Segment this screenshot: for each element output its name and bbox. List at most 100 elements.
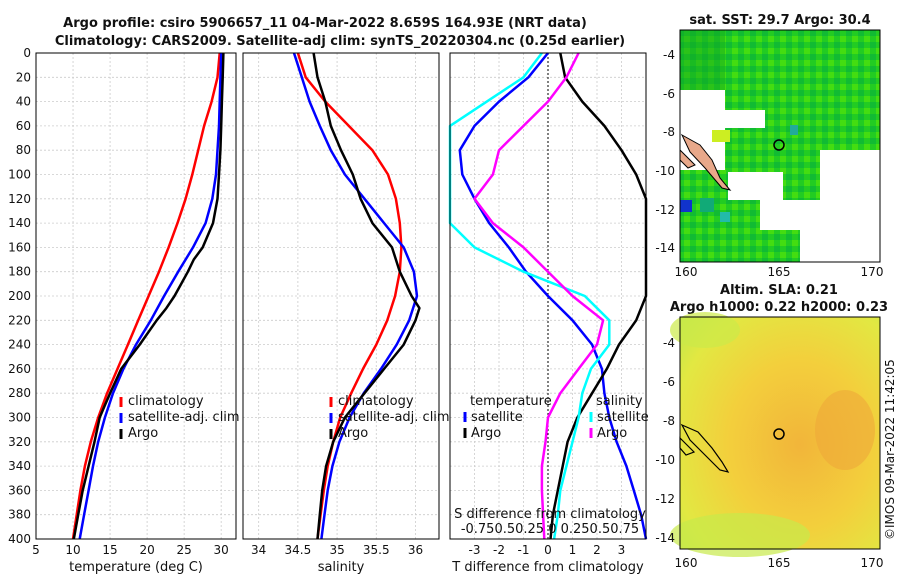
depth-tick-label: 380 (8, 508, 31, 522)
x-tick-label: 30 (214, 543, 229, 557)
sst-patch (680, 30, 725, 100)
copyright-text: ©IMOS 09-Mar-2022 11:42:05 (883, 359, 897, 540)
legend-clim-label: climatology (128, 394, 204, 409)
s-difference-ticks: -0.750.50.25 0 0.250.50.75 (461, 522, 639, 537)
x-tick-label: 34.5 (285, 543, 312, 557)
sla-map (670, 312, 881, 557)
sla-ytick: -4 (663, 336, 675, 350)
difference-legend: temperature satellite Argo salinity sate… (463, 394, 649, 441)
sst-missing-area (820, 150, 880, 205)
x-tick-label: 0 (544, 543, 552, 557)
sla-title1: Altim. SLA: 0.21 (720, 283, 838, 298)
x-tick-label: 10 (65, 543, 80, 557)
s-difference-label: S difference from climatology (454, 507, 646, 522)
series-line (458, 52, 648, 540)
sst-cool-pixel (680, 200, 692, 212)
x-tick-label: 36 (408, 543, 423, 557)
sst-ytick: -6 (663, 87, 675, 101)
temperature-legend: climatology satellite-adj. clim Argo (119, 394, 240, 441)
depth-tick-label: 20 (16, 70, 31, 84)
sst-warm-pixel (712, 130, 730, 142)
x-tick-label: -3 (469, 543, 481, 557)
sst-ytick: -12 (655, 203, 675, 217)
legend-salinity-title: salinity (596, 394, 643, 409)
sst-xtick: 165 (768, 265, 791, 279)
depth-tick-label: 340 (8, 459, 31, 473)
sla-ticks: 160 165 170 -4 -6 -8 -10 -12 -14 (655, 336, 883, 570)
sst-map (679, 29, 881, 263)
depth-tick-label: 120 (8, 192, 31, 206)
sst-missing-area (728, 172, 783, 200)
series-line (72, 52, 225, 540)
legend-argo-label: Argo (338, 426, 368, 441)
sla-ytick: -10 (655, 453, 675, 467)
series-line (78, 52, 223, 540)
sst-ytick: -4 (663, 48, 675, 62)
temperature-panel: 5 10 15 20 25 30 (32, 52, 237, 557)
sst-xtick: 160 (675, 265, 698, 279)
sla-ytick: -8 (663, 414, 675, 428)
legend-sat-label: satellite-adj. clim (338, 410, 450, 425)
depth-tick-label: 140 (8, 216, 31, 230)
x-tick-label: 35 (329, 543, 344, 557)
legend-argo-label: Argo (128, 426, 158, 441)
depth-tick-label: 80 (16, 143, 31, 157)
island-shape (680, 133, 732, 191)
sla-ytick: -12 (655, 492, 675, 506)
legend-t-argo-label: Argo (471, 426, 501, 441)
depth-tick-label: 200 (8, 289, 31, 303)
sla-low-patch (670, 312, 740, 348)
series-line (473, 52, 605, 540)
salinity-legend: climatology satellite-adj. clim Argo (329, 394, 450, 441)
depth-tick-label: 360 (8, 483, 31, 497)
argo-position-marker (773, 428, 785, 440)
salinity-panel: 34 34.5 35 35.5 36 (242, 52, 440, 557)
salinity-xlabel: salinity (318, 560, 365, 575)
depth-tick-label: 280 (8, 386, 31, 400)
sst-cool-pixel (790, 125, 798, 135)
panel-frame (35, 52, 237, 540)
legend-s-sat-label: satellite (597, 410, 649, 425)
argo-position-marker (773, 139, 785, 151)
panel-frame (242, 52, 440, 540)
sst-frame (679, 29, 881, 263)
sla-xtick: 165 (768, 556, 791, 570)
depth-tick-label: 320 (8, 435, 31, 449)
legend-s-argo-label: Argo (597, 426, 627, 441)
depth-tick-label: 400 (8, 532, 31, 546)
depth-tick-label: 220 (8, 313, 31, 327)
depth-tick-label: 260 (8, 362, 31, 376)
island-outline (680, 423, 730, 473)
series-line (296, 52, 403, 540)
legend-temperature-title: temperature (470, 394, 552, 409)
x-tick-label: -2 (493, 543, 505, 557)
title-line1: Argo profile: csiro 5906657_11 04-Mar-20… (63, 16, 587, 31)
legend-clim-label: climatology (338, 394, 414, 409)
series-line (312, 52, 421, 540)
x-tick-label: -1 (518, 543, 530, 557)
sla-ytick: -14 (655, 531, 675, 545)
depth-tick-label: 0 (23, 46, 31, 60)
depth-tick-label: 40 (16, 95, 31, 109)
legend-t-sat-label: satellite (471, 410, 523, 425)
sla-low-patch (670, 513, 810, 557)
sla-frame (679, 316, 881, 550)
difference-xlabel: T difference from climatology (451, 560, 644, 575)
x-tick-label: 5 (32, 543, 40, 557)
sla-xtick: 160 (675, 556, 698, 570)
sst-missing-area (800, 230, 880, 262)
depth-tick-label: 160 (8, 240, 31, 254)
sst-xtick: 170 (861, 265, 884, 279)
depth-tick-label: 60 (16, 119, 31, 133)
panel-frame (449, 52, 647, 540)
sst-cool-pixel (700, 198, 714, 212)
depth-tick-label: 240 (8, 338, 31, 352)
sst-cool-pixel (720, 212, 730, 222)
x-tick-label: 1 (569, 543, 577, 557)
series-line (71, 52, 221, 540)
sla-ytick: -6 (663, 375, 675, 389)
sst-ytick: -8 (663, 125, 675, 139)
depth-tick-label: 100 (8, 168, 31, 182)
legend-sat-label: satellite-adj. clim (128, 410, 240, 425)
